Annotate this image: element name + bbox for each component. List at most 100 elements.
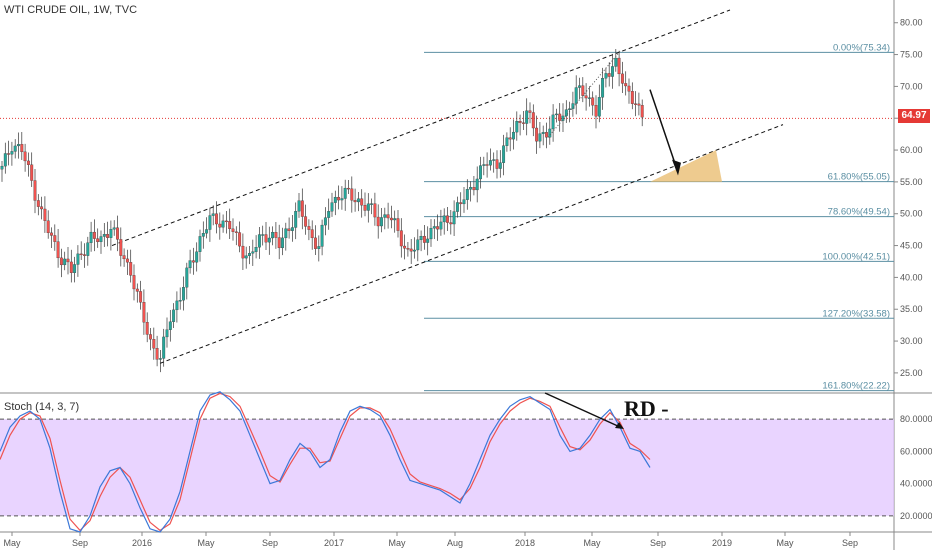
y-tick-label: 45.00 (900, 241, 923, 251)
candle-body (452, 211, 456, 225)
candle-body (548, 128, 552, 138)
candle-body (492, 159, 496, 161)
candle-body (125, 258, 129, 263)
x-tick-label: 2018 (515, 538, 535, 548)
x-tick-label: 2017 (324, 538, 344, 548)
candle-body (373, 203, 377, 218)
candle-body (281, 237, 284, 249)
candle-body (574, 87, 578, 104)
candle-body (416, 239, 420, 251)
candle-body (528, 110, 532, 113)
candle-body (211, 213, 215, 216)
candle-body (152, 339, 156, 349)
candle-body (396, 218, 400, 231)
candle-body (142, 302, 146, 323)
candle-body (310, 229, 314, 239)
candle-body (446, 215, 449, 223)
candle-body (30, 164, 34, 181)
candle-body (320, 224, 324, 247)
candle-body (43, 208, 47, 221)
candle-body (221, 220, 225, 228)
candle-body (383, 214, 387, 218)
x-tick-label: May (583, 538, 601, 548)
candle-body (175, 300, 179, 311)
candle-body (244, 255, 248, 259)
candle-body (409, 248, 413, 252)
candle-body (495, 159, 499, 169)
y-tick-label: 25.00 (900, 368, 923, 378)
candle-body (3, 153, 7, 167)
target-zone (650, 150, 722, 182)
candle-body (601, 78, 605, 98)
candle-body (442, 215, 446, 223)
candle-body (366, 203, 370, 211)
candle-body (347, 187, 350, 190)
candle-body (439, 221, 443, 230)
candle-body (340, 198, 344, 201)
y-tick-label: 30.00 (900, 336, 923, 346)
x-tick-label: May (776, 538, 794, 548)
candle-body (314, 237, 317, 249)
candle-body (307, 226, 311, 230)
candle-body (472, 187, 476, 191)
candle-body (261, 234, 265, 236)
channel-upper-line (111, 9, 731, 247)
candle-body (234, 231, 238, 233)
candle-body (198, 236, 202, 252)
candle-body (525, 110, 529, 124)
candle-body (535, 127, 539, 142)
candle-body (254, 247, 258, 252)
candle-body (59, 257, 63, 266)
y-tick-label: 75.00 (900, 50, 923, 60)
y-tick-label: 35.00 (900, 304, 923, 314)
candle-body (505, 137, 509, 146)
candle-body (69, 261, 73, 273)
candle-body (432, 226, 436, 229)
candle-body (218, 223, 222, 228)
y-tick-label: 40.00 (900, 272, 923, 282)
candle-body (238, 232, 242, 247)
candle-body (139, 291, 143, 303)
candle-body (330, 202, 334, 212)
candle-body (86, 242, 90, 256)
candle-body (568, 108, 572, 110)
candle-body (475, 178, 479, 191)
candle-body (429, 228, 433, 240)
candle-body (323, 217, 327, 226)
candle-body (482, 164, 486, 166)
candle-body (624, 83, 628, 87)
x-tick-label: May (388, 538, 406, 548)
candle-body (488, 160, 492, 166)
candle-body (122, 255, 126, 260)
candle-body (182, 287, 185, 301)
candle-body (356, 198, 360, 203)
candle-body (637, 103, 641, 106)
candle-body (426, 238, 430, 243)
candle-body (620, 73, 624, 84)
candle-body (36, 200, 40, 207)
chart-title: WTI CRUDE OIL, 1W, TVC (4, 4, 138, 16)
candle-body (360, 198, 364, 206)
x-tick-label: Sep (650, 538, 666, 548)
candle-body (541, 132, 545, 134)
candle-body (403, 245, 407, 249)
candle-body (66, 258, 70, 263)
candle-body (129, 262, 133, 276)
candle-body (581, 85, 585, 96)
candle-body (290, 227, 294, 231)
y-tick-label: 80.00 (900, 18, 923, 28)
stoch-tick-label: 80.0000 (900, 414, 932, 424)
candle-body (515, 121, 519, 133)
y-tick-label: 70.00 (900, 81, 923, 91)
fib-label: 61.80%(55.05) (828, 172, 890, 183)
candle-body (251, 251, 255, 254)
candle-body (168, 321, 172, 330)
candle-body (449, 222, 453, 225)
candle-body (112, 227, 116, 230)
candle-body (215, 213, 218, 225)
candle-body (287, 228, 291, 231)
candle-body (149, 334, 152, 340)
candle-body (208, 215, 212, 230)
candle-body (597, 97, 601, 117)
